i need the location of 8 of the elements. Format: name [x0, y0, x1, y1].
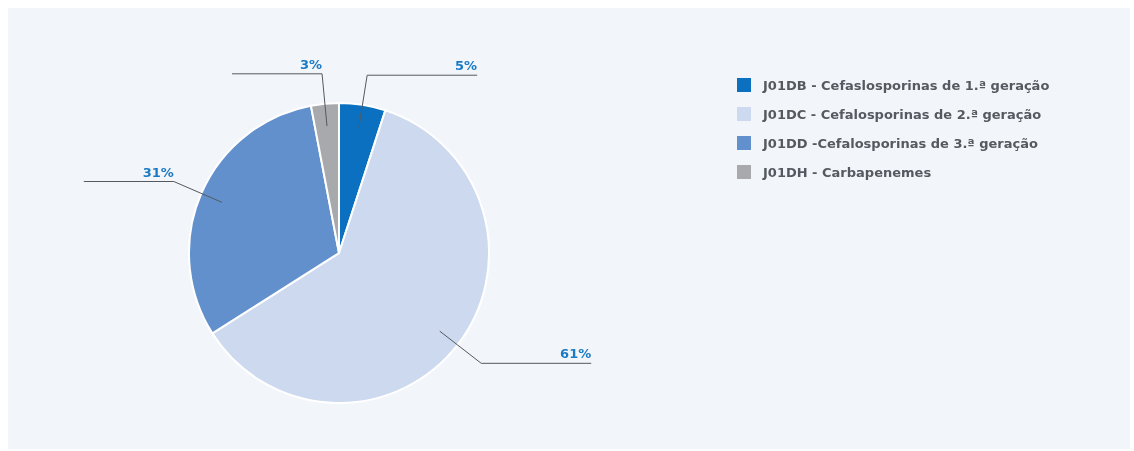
- legend-label: J01DC - Cefalosporinas de 2.ª geração: [762, 107, 1042, 122]
- data-label: 61%: [560, 346, 592, 362]
- data-label: 3%: [299, 56, 323, 72]
- data-label: 31%: [142, 164, 174, 180]
- data-label: 5%: [455, 58, 478, 74]
- legend-label: J01DH - Carbapenemes: [762, 165, 932, 180]
- legend-label: J01DB - Cefaslosporinas de 1.ª geração: [762, 78, 1050, 93]
- legend-label: J01DD -Cefalosporinas de 3.ª geração: [762, 136, 1039, 151]
